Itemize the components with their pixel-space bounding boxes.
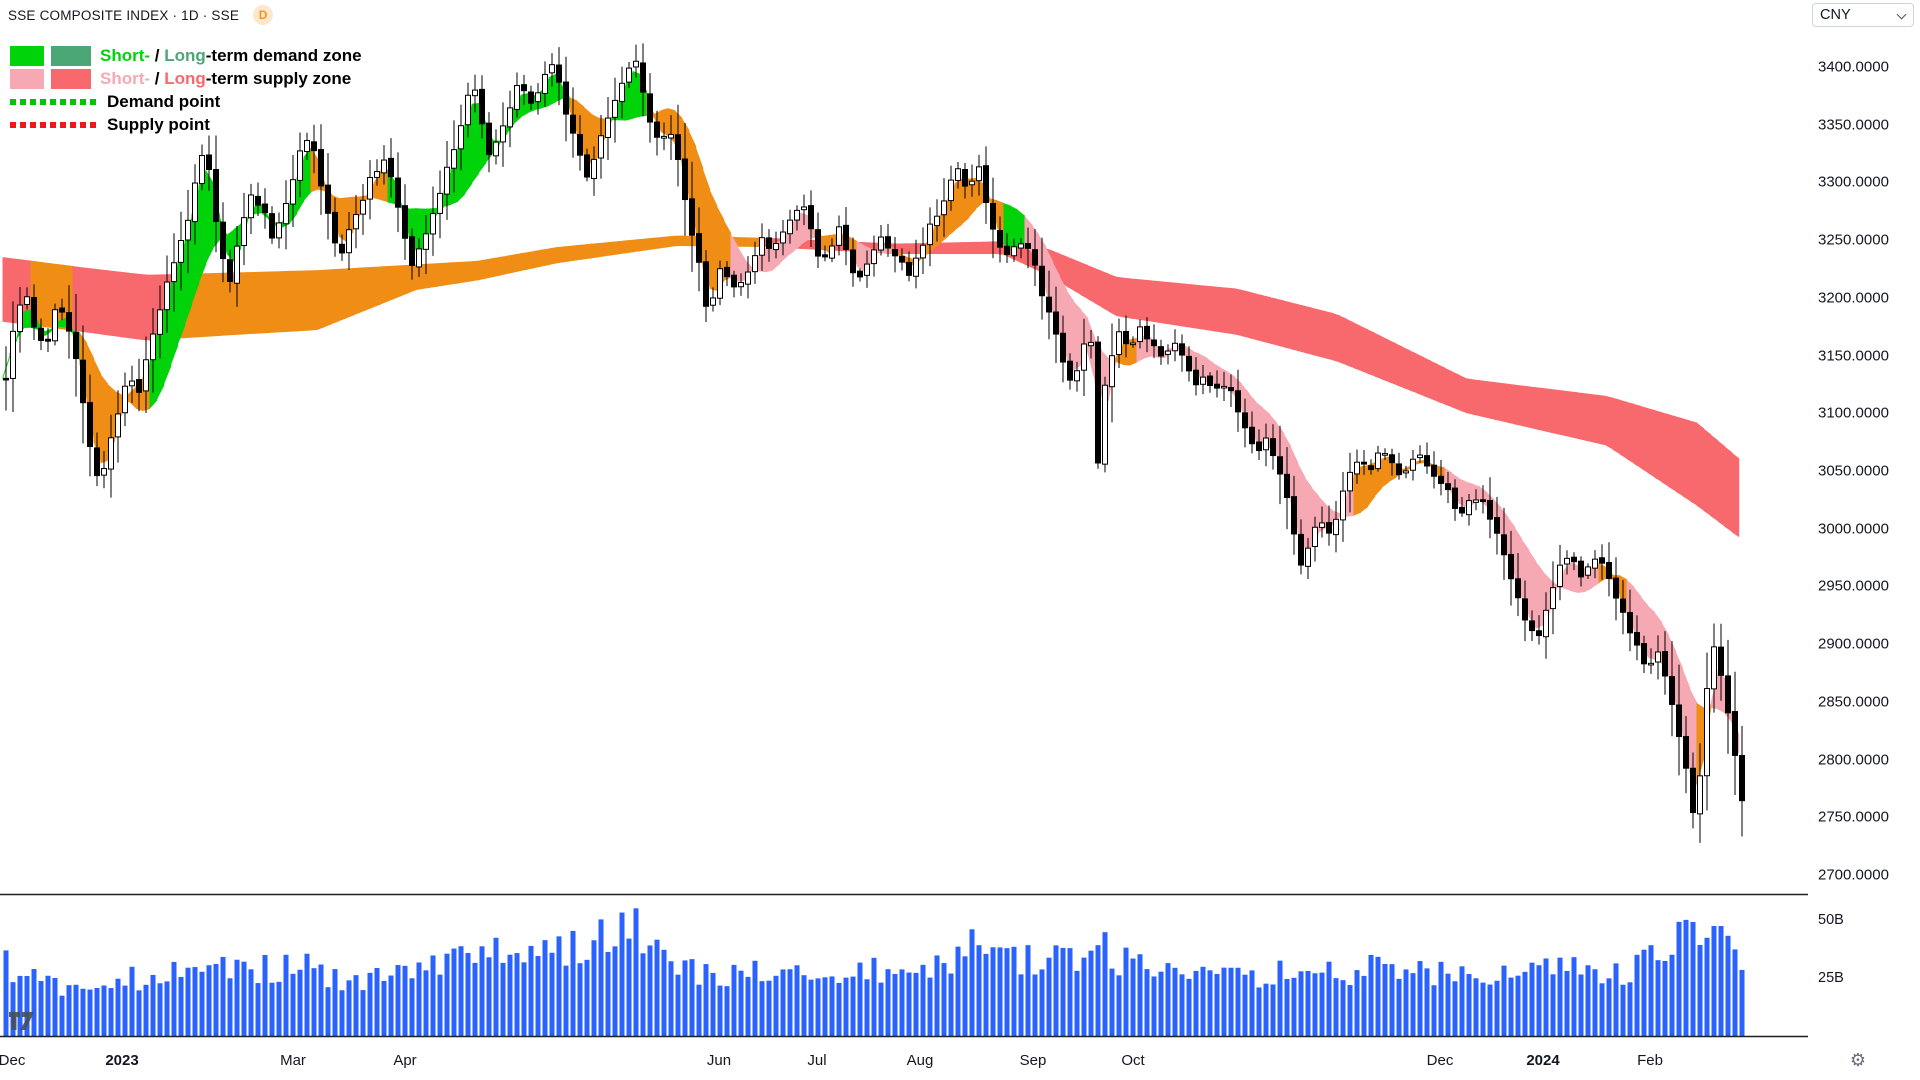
time-tick-label: Jun [706, 1052, 732, 1069]
time-tick-label: 2023 [105, 1052, 139, 1069]
time-tick-label: Feb [1637, 1052, 1663, 1069]
time-tick-label: Aug [906, 1052, 934, 1069]
symbol-header: SSE COMPOSITE INDEX · 1D · SSE D [8, 5, 274, 25]
supply-point-dotted-line-icon [10, 121, 98, 128]
legend-short-demand-label: Short- [100, 45, 151, 65]
time-tick-label: Sep [1019, 1052, 1047, 1069]
legend-row-supply-zone: Short- / Long-term supply zone [10, 67, 362, 90]
short-supply-swatch [10, 68, 44, 89]
demand-point-label: Demand point [107, 91, 221, 111]
price-tick-label: 3350.0000 [1818, 116, 1889, 134]
price-tick-label: 2750.0000 [1818, 808, 1889, 826]
tradingview-logo-icon[interactable] [8, 1010, 42, 1034]
volume-tick-label: 50B [1818, 911, 1844, 928]
legend-row-demand-point: Demand point [10, 90, 362, 113]
interval-modified-badge[interactable]: D [253, 5, 274, 25]
time-tick-label: Jul [807, 1052, 827, 1069]
price-tick-label: 3100.0000 [1818, 404, 1889, 422]
legend-row-supply-point: Supply point [10, 113, 362, 136]
long-demand-swatch [51, 45, 91, 66]
legend-short-supply-label: Short- [100, 68, 151, 88]
chevron-down-icon [1898, 9, 1906, 17]
legend-long-demand-label: Long [164, 45, 206, 65]
price-tick-label: 3200.0000 [1818, 289, 1889, 307]
price-tick-label: 3300.0000 [1818, 173, 1889, 191]
time-tick-label: 2024 [1526, 1052, 1560, 1069]
time-tick-label: Apr [393, 1052, 417, 1069]
currency-label: CNY [1820, 7, 1851, 23]
price-tick-label: 3050.0000 [1818, 462, 1889, 480]
price-tick-label: 2700.0000 [1818, 866, 1889, 884]
demand-point-dotted-line-icon [10, 98, 98, 105]
legend-row-demand-zone: Short- / Long-term demand zone [10, 44, 362, 67]
price-axis[interactable] [1808, 0, 1920, 1080]
price-tick-label: 2950.0000 [1818, 577, 1889, 595]
time-tick-label: Dec [1426, 1052, 1454, 1069]
price-tick-label: 3400.0000 [1818, 58, 1889, 76]
supply-point-label: Supply point [107, 114, 210, 134]
currency-dropdown[interactable]: CNY [1812, 3, 1914, 27]
price-tick-label: 2850.0000 [1818, 693, 1889, 711]
indicator-legend: Short- / Long-term demand zone Short- / … [10, 44, 362, 136]
long-supply-swatch [51, 68, 91, 89]
legend-long-supply-label: Long [164, 68, 206, 88]
time-tick-label: Oct [1121, 1052, 1145, 1069]
price-tick-label: 3000.0000 [1818, 520, 1889, 538]
settings-gear-icon[interactable]: ⚙ [1849, 1049, 1867, 1070]
price-tick-label: 2800.0000 [1818, 751, 1889, 769]
volume-tick-label: 25B [1818, 969, 1844, 986]
short-demand-swatch [10, 45, 44, 66]
time-tick-label: Mar [280, 1052, 306, 1069]
price-tick-label: 3150.0000 [1818, 347, 1889, 365]
time-tick-label: Dec [0, 1052, 26, 1069]
price-tick-label: 3250.0000 [1818, 231, 1889, 249]
price-tick-label: 2900.0000 [1818, 635, 1889, 653]
symbol-title: SSE COMPOSITE INDEX · 1D · SSE [8, 7, 240, 23]
